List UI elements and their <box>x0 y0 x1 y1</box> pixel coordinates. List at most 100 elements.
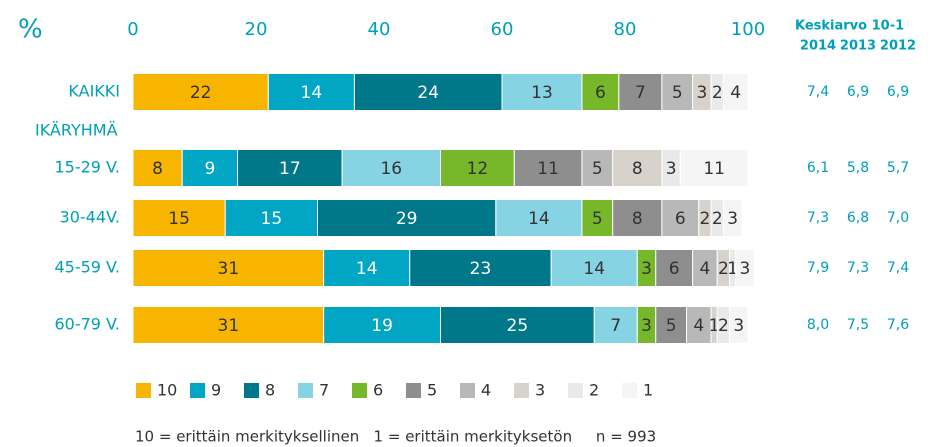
x-tick-label: 60 <box>491 19 514 40</box>
data-label: 3 <box>733 316 744 336</box>
bar-segment <box>495 199 583 237</box>
data-label: 16 <box>380 159 402 179</box>
average-value: 6,9 <box>847 84 869 100</box>
bar-segment <box>323 249 411 287</box>
bar-segment <box>618 73 663 111</box>
legend-label: 3 <box>535 381 545 400</box>
average-value: 7,9 <box>807 260 829 276</box>
data-label: 23 <box>470 259 492 279</box>
data-label: 14 <box>528 209 550 229</box>
data-label: 9 <box>204 159 215 179</box>
bar-segment <box>581 199 614 237</box>
legend-label: 4 <box>481 381 491 400</box>
bar-segment <box>132 199 226 237</box>
data-label: 14 <box>301 83 323 103</box>
average-value: 8,0 <box>807 317 829 333</box>
bar-segment <box>729 306 749 344</box>
bar-segment <box>692 249 718 287</box>
data-label: 2 <box>718 259 729 279</box>
legend-label: 8 <box>265 381 275 400</box>
bar-segment <box>722 73 749 111</box>
legend-swatch <box>352 383 367 398</box>
data-label: 2 <box>718 316 729 336</box>
data-label: 8 <box>152 159 163 179</box>
legend-swatch <box>298 383 313 398</box>
data-label: 1 <box>709 316 720 336</box>
data-label: 22 <box>190 83 212 103</box>
data-label: 11 <box>703 159 725 179</box>
data-label: 2 <box>712 209 723 229</box>
data-label: 4 <box>700 259 711 279</box>
legend-swatch <box>190 383 205 398</box>
data-label: 7 <box>635 83 646 103</box>
data-label: 14 <box>583 259 605 279</box>
average-value: 7,4 <box>807 84 829 100</box>
legend-swatch <box>622 383 637 398</box>
data-label: 6 <box>669 259 680 279</box>
data-label: 11 <box>537 159 559 179</box>
bar-segment <box>353 73 503 111</box>
data-label: 3 <box>727 209 738 229</box>
data-label: 15 <box>261 209 283 229</box>
legend-label: 9 <box>211 381 221 400</box>
data-label: 4 <box>730 83 741 103</box>
data-label: 6 <box>675 209 686 229</box>
data-label: 15 <box>168 209 190 229</box>
x-tick-label: 20 <box>245 19 268 40</box>
legend-label: 5 <box>427 381 437 400</box>
data-label: 6 <box>595 83 606 103</box>
average-value: 7,3 <box>807 210 829 226</box>
bar-segment <box>323 306 441 344</box>
bar-segment <box>132 149 183 187</box>
bar-segment <box>132 73 269 111</box>
bar-segment <box>132 249 325 287</box>
average-value: 7,5 <box>847 317 869 333</box>
bar-segment <box>612 199 663 237</box>
legend-label: 2 <box>589 381 599 400</box>
data-label: 3 <box>641 259 652 279</box>
y-tick-label: 60-79 V. <box>54 315 120 334</box>
legend-swatch <box>460 383 475 398</box>
bar-segment <box>679 149 749 187</box>
x-tick-label: 80 <box>614 19 637 40</box>
data-label: 17 <box>279 159 301 179</box>
data-label: 29 <box>396 209 418 229</box>
data-label: 5 <box>592 209 603 229</box>
data-label: 8 <box>632 209 643 229</box>
bar-segment <box>735 249 755 287</box>
data-label: 31 <box>218 259 240 279</box>
x-tick-label: 0 <box>127 19 138 40</box>
data-label: 7 <box>610 316 621 336</box>
y-tick-label: 45-59 V. <box>54 258 120 277</box>
data-label: 25 <box>507 316 529 336</box>
data-label: 8 <box>632 159 643 179</box>
legend-swatch <box>406 383 421 398</box>
bar-segment <box>655 249 694 287</box>
average-value: 7,0 <box>887 210 909 226</box>
bar-segment <box>661 73 694 111</box>
legend-label: 1 <box>643 381 653 400</box>
average-value: 5,8 <box>847 160 869 176</box>
average-value: 7,4 <box>887 260 909 276</box>
bar-segment <box>581 73 620 111</box>
bar-segment <box>267 73 355 111</box>
data-label: 24 <box>417 83 439 103</box>
average-value: 7,3 <box>847 260 869 276</box>
data-label: 2 <box>700 209 711 229</box>
bar-segment <box>440 149 515 187</box>
legend-label: 7 <box>319 381 329 400</box>
bar-segment <box>513 149 583 187</box>
averages-year: 2014 <box>800 39 836 54</box>
group-label: IKÄRYHMÄ <box>35 121 118 140</box>
average-value: 6,9 <box>887 84 909 100</box>
data-label: 5 <box>666 316 677 336</box>
bar-segment <box>237 149 343 187</box>
x-tick-label: 100 <box>731 19 765 40</box>
average-value: 6,1 <box>807 160 829 176</box>
data-label: 5 <box>592 159 603 179</box>
bar-segment <box>181 149 239 187</box>
average-value: 7,6 <box>887 317 909 333</box>
data-label: 12 <box>467 159 489 179</box>
unit-label: % <box>18 15 43 45</box>
